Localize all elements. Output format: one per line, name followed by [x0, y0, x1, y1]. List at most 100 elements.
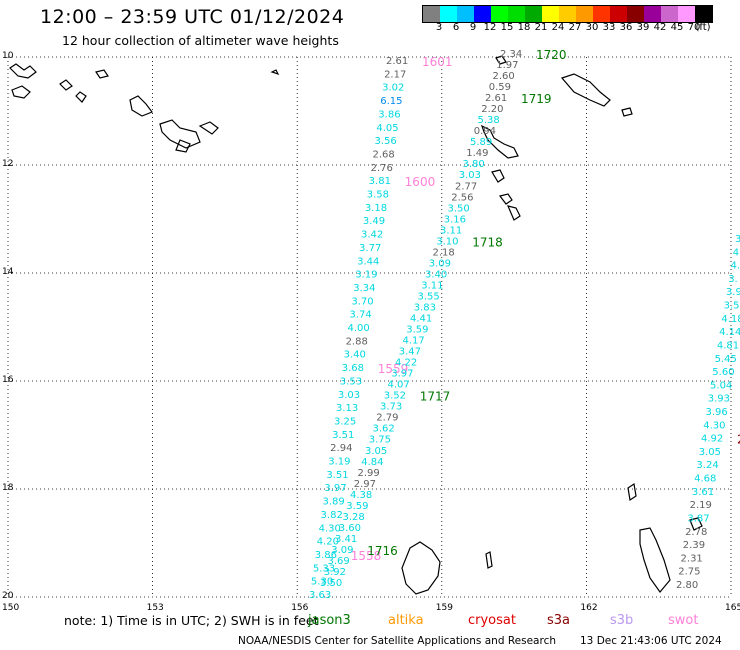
wave-height-value: 2.56: [451, 192, 473, 203]
wave-height-value: 3.: [735, 234, 740, 245]
wave-height-value: 3.68: [342, 363, 364, 374]
wave-height-value: 3.60: [339, 523, 361, 534]
wave-height-value: 3.63: [309, 590, 331, 601]
colorbar-label: 6: [452, 22, 460, 33]
wave-height-value: 3.51: [326, 470, 348, 481]
wave-height-value: 4.68: [694, 474, 716, 485]
colorbar-label: 12: [483, 22, 497, 33]
colorbar-labels: 3 6 9 12 15 18 21 24 27 30 33 36 39 42 45 70 (ft): [422, 22, 740, 34]
legend-item-cryosat: cryosat: [468, 613, 516, 628]
wave-height-value: 2.61: [386, 56, 408, 67]
wave-height-value: 3.82: [321, 510, 343, 521]
chart-subtitle: 12 hour collection of altimeter wave hei…: [62, 33, 339, 48]
wave-height-value: 3.05: [365, 446, 387, 457]
wave-height-value: 3.59: [346, 501, 368, 512]
wave-height-value: 3.49: [363, 216, 385, 227]
legend-item-s3b: s3b: [610, 613, 634, 628]
wave-height-value: 3.62: [373, 424, 395, 435]
colorbar-swatch: [695, 6, 712, 22]
track-3: 3. 4. 4. 3. 3.9 3.56 4.18 4.14 4.81 5.45 5.60 5.04 3…: [676, 234, 740, 591]
wave-height-value: 4.41: [410, 314, 432, 325]
wave-height-value: 4.38: [350, 490, 372, 501]
generated-timestamp: 13 Dec 21:43:06 UTC 2024: [580, 635, 722, 647]
longitude-label: 150: [2, 603, 20, 613]
wave-height-value: 2.61: [485, 93, 507, 104]
chart-title: 12:00 – 23:59 UTC 01/12/2024: [40, 6, 345, 28]
wave-height-value: 3.: [728, 274, 738, 285]
wave-height-value: 3.86: [378, 109, 400, 120]
colorbar-label: 45: [670, 22, 684, 33]
wave-height-value: 3.97: [391, 369, 413, 380]
wave-height-value: 3.96: [706, 407, 728, 418]
wave-height-value: 3.44: [357, 256, 379, 267]
wave-height-value: 3.02: [382, 83, 404, 94]
wave-height-value: 4.17: [403, 336, 425, 347]
colorbar-swatch: [542, 6, 559, 22]
wave-height-value: 2.34: [500, 49, 522, 60]
wave-height-value: 3.69: [328, 556, 350, 567]
colorbar-swatch: [440, 6, 457, 22]
pass-time-label: 1717: [420, 390, 451, 404]
wave-height-value: 3.18: [365, 203, 387, 214]
wave-height-value: 4.30: [703, 420, 725, 431]
wave-height-value: 2.18: [433, 247, 455, 258]
wave-height-value: 3.40: [425, 269, 447, 280]
wave-height-value: 3.19: [328, 457, 350, 468]
wave-height-value: 4.30: [319, 523, 341, 534]
wave-height-value: 3.86: [315, 550, 337, 561]
wave-height-value: 2.94: [330, 443, 352, 454]
wave-height-value: 2.20: [481, 104, 503, 115]
colorbar-label: 70: [687, 22, 701, 33]
colorbar-swatch: [678, 6, 695, 22]
wave-height-value: 3.09: [429, 258, 451, 269]
wave-height-value: 2.80: [676, 580, 698, 591]
wave-height-value: 3.87: [687, 513, 709, 524]
wave-height-value: 3.09: [331, 545, 353, 556]
wave-height-value: 3.25: [334, 416, 356, 427]
wave-height-value: 3.13: [336, 403, 358, 414]
wave-height-value: 4.92: [701, 434, 723, 445]
colorbar-label: 42: [653, 22, 667, 33]
wave-height-value: 6.15: [380, 96, 402, 107]
wave-height-value: 4.07: [388, 380, 410, 391]
wave-height-value: 5.38: [478, 115, 500, 126]
pass-time-label: 21: [737, 433, 740, 447]
colorbar-label: 15: [500, 22, 514, 33]
wave-height-value: 2.77: [455, 181, 477, 192]
wave-height-value: 2.79: [376, 413, 398, 424]
wave-height-value: 3.40: [344, 350, 366, 361]
pass-time-label: 1558: [351, 549, 382, 563]
pass-time-label: 1559: [378, 362, 409, 376]
wave-height-value: 4.: [730, 261, 740, 272]
wave-height-value: 4.00: [348, 323, 370, 334]
latitude-label: 14: [2, 267, 14, 277]
wave-height-value: 3.03: [459, 170, 481, 181]
colorbar-swatch: [491, 6, 508, 22]
wave-height-value: 3.89: [322, 497, 344, 508]
pass-time-label: 1600: [405, 175, 436, 189]
wave-height-value: 3.50: [320, 578, 342, 589]
wave-height-colorbar: [422, 5, 713, 23]
wave-height-value: 5.60: [712, 367, 734, 378]
wave-height-value: 3.19: [355, 270, 377, 281]
colorbar-label: 33: [602, 22, 616, 33]
wave-height-value: 0.59: [489, 82, 511, 93]
wave-height-value: 3.92: [324, 567, 346, 578]
wave-height-value: 3.52: [384, 391, 406, 402]
wave-height-value: 2.31: [681, 553, 703, 564]
wave-height-value: 4.20: [317, 537, 339, 548]
longitude-label: 165: [725, 603, 740, 613]
wave-height-value: 3.9: [726, 287, 740, 298]
pass-time-label: 1719: [521, 92, 552, 106]
wave-height-value: 3.93: [708, 394, 730, 405]
wave-height-value: 3.10: [436, 236, 458, 247]
wave-height-value: 2.78: [685, 527, 707, 538]
legend-item-altika: altika: [388, 613, 424, 628]
wave-height-value: 2.99: [358, 468, 380, 479]
colorbar-swatch: [576, 6, 593, 22]
longitude-label: 156: [291, 603, 309, 613]
lat-lon-grid: [7, 56, 732, 598]
wave-height-value: 3.51: [332, 430, 354, 441]
island-coastlines: [9, 55, 703, 595]
